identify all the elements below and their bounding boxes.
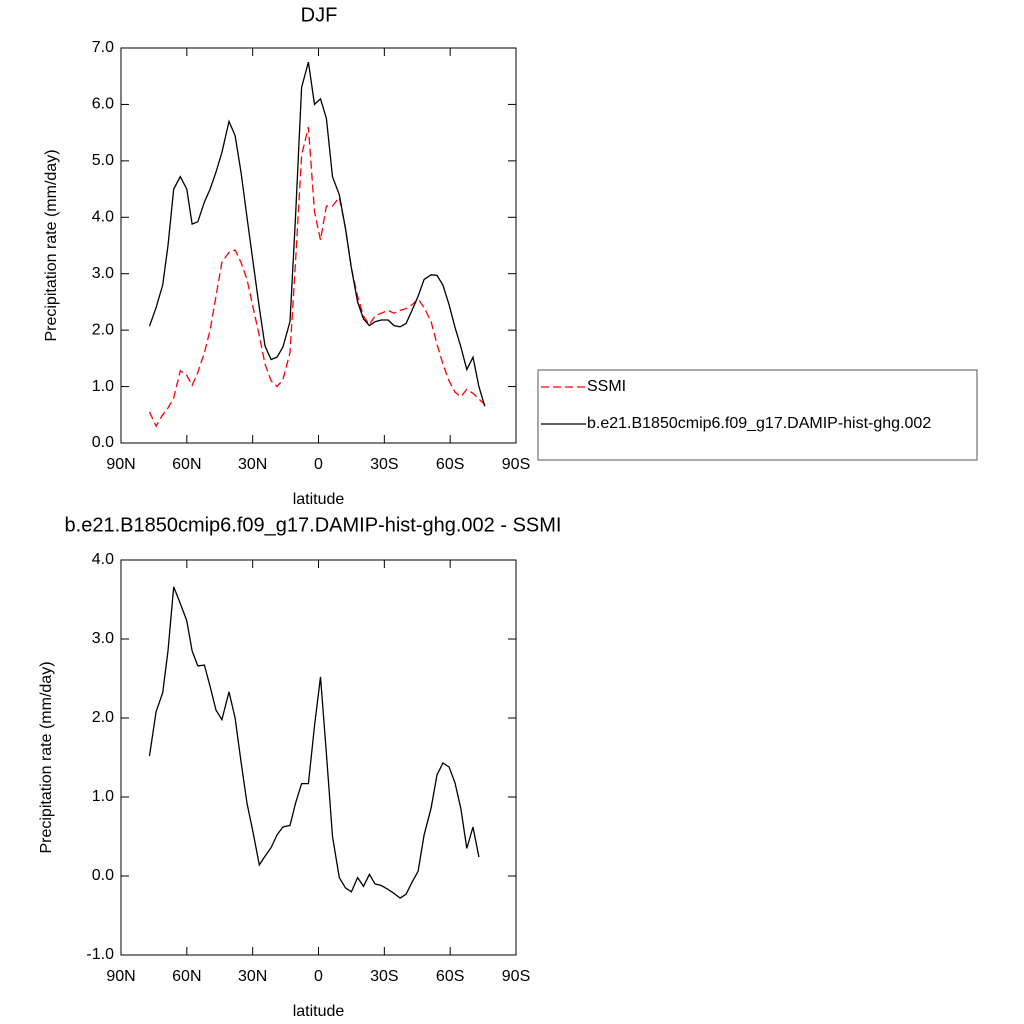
y-tick-label: 1.0 [92,788,114,805]
x-tick-label: 30S [370,456,398,473]
y-tick-label: 7.0 [92,39,114,56]
x-tick-label: 30S [370,968,398,985]
y-tick-label: 6.0 [92,96,114,113]
y-tick-label: 4.0 [92,551,114,568]
x-tick-label: 0 [314,456,323,473]
y-tick-label: -1.0 [86,946,114,963]
legend-label: SSMI [587,378,626,395]
x-axis-label: latitude [293,491,345,508]
legend-label: b.e21.B1850cmip6.f09_g17.DAMIP-hist-ghg.… [587,415,931,432]
y-tick-label: 1.0 [92,378,114,395]
y-axis-label: Precipitation rate (mm/day) [43,149,60,341]
plot-frame [120,47,517,444]
y-tick-label: 2.0 [92,709,114,726]
data-line [148,586,480,899]
x-tick-label: 60S [436,456,464,473]
y-tick-label: 0.0 [92,434,114,451]
x-axis-label: latitude [293,1003,345,1020]
x-tick-label: 60N [172,968,201,985]
y-tick-label: 2.0 [92,321,114,338]
x-tick-label: 90N [106,968,135,985]
x-tick-label: 30N [238,456,267,473]
x-tick-label: 60S [436,968,464,985]
chart-title: DJF [301,4,338,26]
legend-box [537,369,978,461]
data-line [148,61,486,407]
y-tick-label: 3.0 [92,630,114,647]
x-tick-label: 90S [502,456,530,473]
plot-frame [120,559,517,956]
y-tick-label: 0.0 [92,867,114,884]
x-tick-label: 30N [238,968,267,985]
y-tick-label: 5.0 [92,152,114,169]
x-tick-label: 90S [502,968,530,985]
y-axis-label: Precipitation rate (mm/day) [38,661,55,853]
x-tick-label: 90N [106,456,135,473]
data-line [148,126,486,428]
chart-title: b.e21.B1850cmip6.f09_g17.DAMIP-hist-ghg.… [65,514,562,536]
x-tick-label: 60N [172,456,201,473]
y-tick-label: 4.0 [92,209,114,226]
y-tick-label: 3.0 [92,265,114,282]
x-tick-label: 0 [314,968,323,985]
